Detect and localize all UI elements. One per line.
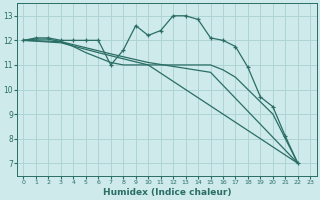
X-axis label: Humidex (Indice chaleur): Humidex (Indice chaleur) <box>103 188 231 197</box>
